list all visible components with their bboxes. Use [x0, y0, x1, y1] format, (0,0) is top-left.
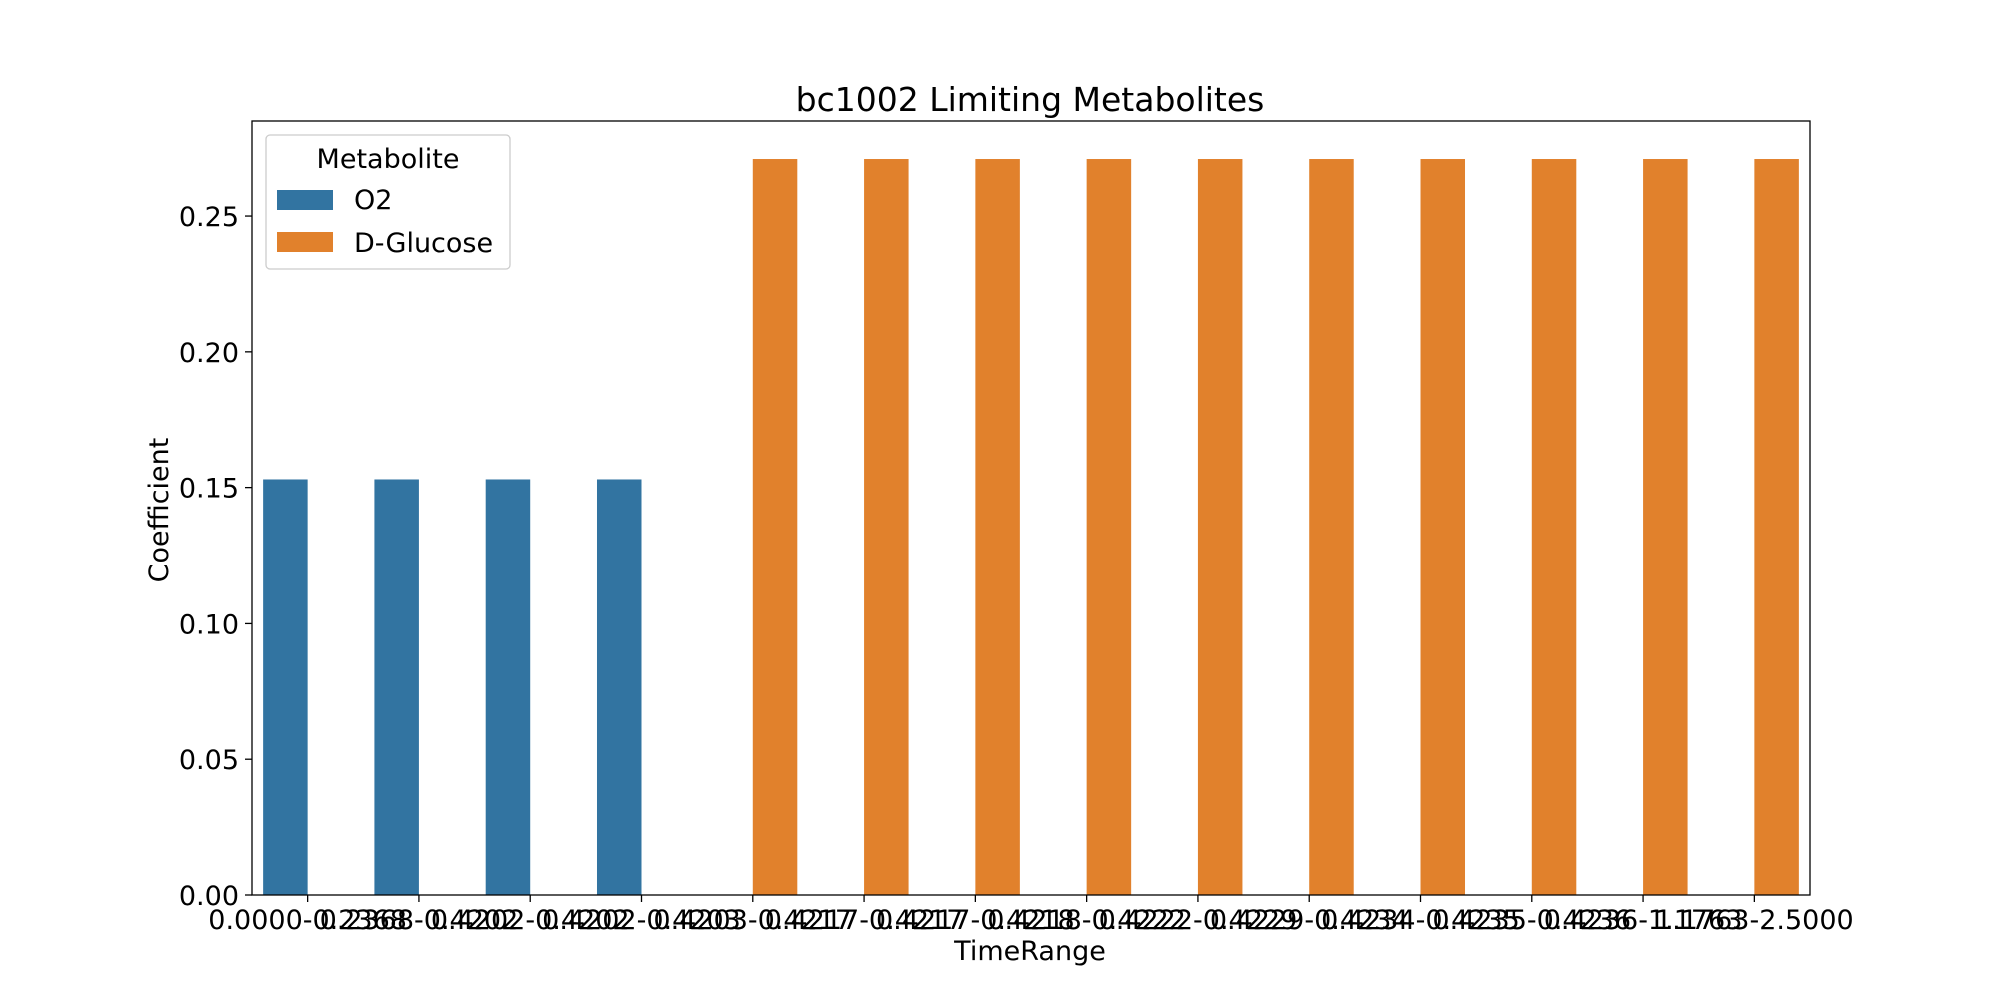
- x-tick-label: 0.4202-0.4203: [542, 905, 741, 936]
- x-tick-label: 0.4203-0.4217: [653, 905, 852, 936]
- bar-d-glucose-4: [752, 159, 798, 895]
- x-tick-label: 0.0000-0.2368: [208, 905, 407, 936]
- bars-group: [263, 159, 1799, 895]
- bar-o2-3: [596, 479, 642, 895]
- legend-label-o2: O2: [354, 185, 392, 216]
- bar-d-glucose-10: [1420, 159, 1466, 895]
- x-tick-label: 0.4235-0.4236: [1432, 905, 1631, 936]
- chart-title: bc1002 Limiting Metabolites: [796, 80, 1265, 119]
- bar-d-glucose-7: [1086, 159, 1132, 895]
- bar-d-glucose-5: [864, 159, 909, 895]
- y-tick-label: 0.05: [179, 745, 239, 776]
- plot-frame: [251, 120, 1811, 896]
- y-axis: 0.00 0.05 0.10 0.15 0.20 0.25: [179, 202, 252, 912]
- x-tick-label: 0.4217-0.4217: [765, 905, 964, 936]
- legend-label-d-glucose: D-Glucose: [354, 228, 493, 259]
- bar-d-glucose-11: [1531, 159, 1577, 895]
- bar-o2-0: [263, 479, 308, 895]
- legend-swatch-d-glucose: [277, 232, 333, 252]
- x-tick-label: 0.4202-0.4202: [431, 905, 630, 936]
- y-tick-label: 0.25: [179, 202, 239, 233]
- x-tick-label: 0.4229-0.4234: [1210, 905, 1409, 936]
- y-axis-label: Coefficient: [144, 438, 175, 583]
- y-tick-label: 0.00: [179, 881, 239, 912]
- bar-o2-1: [374, 479, 419, 895]
- x-tick-label: 0.4218-0.4222: [987, 905, 1186, 936]
- x-tick-label: 0.4222-0.4229: [1099, 905, 1298, 936]
- x-axis: 0.0000-0.23680.2368-0.42020.4202-0.42020…: [208, 895, 1854, 936]
- x-tick-label: 1.1763-2.5000: [1655, 905, 1854, 936]
- x-tick-label: 0.4217-0.4218: [876, 905, 1075, 936]
- bar-o2-2: [485, 479, 531, 895]
- y-tick-label: 0.10: [179, 609, 239, 640]
- y-tick-label: 0.20: [179, 338, 239, 369]
- bar-d-glucose-13: [1754, 159, 1799, 895]
- x-tick-label: 0.2368-0.4202: [320, 905, 519, 936]
- bar-d-glucose-6: [975, 159, 1020, 895]
- bar-d-glucose-9: [1309, 159, 1354, 895]
- y-tick-label: 0.15: [179, 474, 239, 505]
- x-tick-label: 0.4236-1.1763: [1544, 905, 1743, 936]
- legend-title: Metabolite: [317, 144, 460, 175]
- bar-d-glucose-12: [1643, 159, 1688, 895]
- x-axis-label: TimeRange: [953, 936, 1106, 967]
- bar-d-glucose-8: [1197, 159, 1243, 895]
- legend-swatch-o2: [277, 190, 333, 210]
- legend: Metabolite O2 D-Glucose: [265, 134, 511, 270]
- x-tick-label: 0.4234-0.4235: [1321, 905, 1520, 936]
